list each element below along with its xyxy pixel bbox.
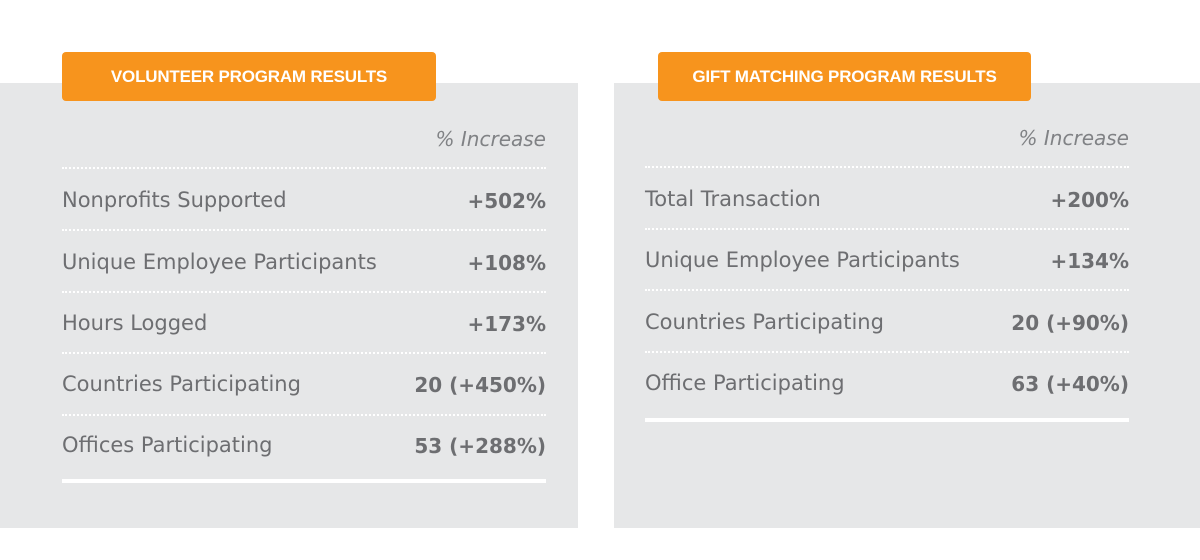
gift-matching-title-tag: GIFT MATCHING PROGRAM RESULTS: [658, 52, 1031, 101]
row-value: 20 (+90%): [1011, 311, 1129, 335]
volunteer-column-header: % Increase: [435, 127, 546, 151]
table-bottom-rule: [62, 479, 546, 483]
row-label: Offices Participating: [62, 433, 273, 457]
row-label: Unique Employee Participants: [62, 250, 377, 274]
row-value: +173%: [467, 312, 546, 336]
row-divider: [62, 291, 546, 293]
row-value: 63 (+40%): [1011, 372, 1129, 396]
row-value: +502%: [467, 189, 546, 213]
row-label: Countries Participating: [62, 372, 301, 396]
gift-matching-column-header: % Increase: [1018, 126, 1129, 150]
row-divider: [62, 229, 546, 231]
row-label: Office Participating: [645, 371, 845, 395]
row-label: Nonprofits Supported: [62, 188, 287, 212]
row-divider: [62, 352, 546, 354]
row-divider: [62, 167, 546, 169]
volunteer-panel: [0, 83, 578, 528]
row-label: Countries Participating: [645, 310, 884, 334]
row-value: 20 (+450%): [414, 373, 546, 397]
gift-matching-panel: [614, 83, 1200, 528]
row-divider: [62, 414, 546, 416]
row-label: Total Transaction: [645, 187, 821, 211]
row-divider: [645, 166, 1129, 168]
row-value: +108%: [467, 251, 546, 275]
row-value: +200%: [1050, 188, 1129, 212]
row-label: Hours Logged: [62, 311, 208, 335]
row-divider: [645, 351, 1129, 353]
table-bottom-rule: [645, 418, 1129, 422]
row-divider: [645, 228, 1129, 230]
volunteer-title-tag: VOLUNTEER PROGRAM RESULTS: [62, 52, 436, 101]
row-value: +134%: [1050, 249, 1129, 273]
row-label: Unique Employee Participants: [645, 248, 960, 272]
row-divider: [645, 289, 1129, 291]
row-value: 53 (+288%): [414, 434, 546, 458]
